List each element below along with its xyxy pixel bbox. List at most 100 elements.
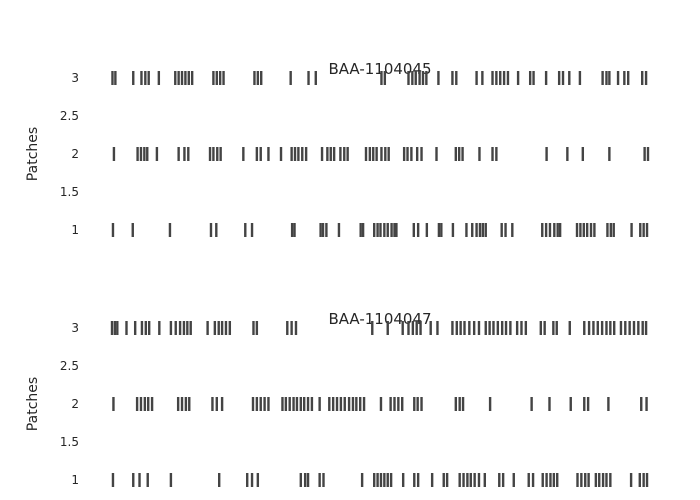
event-mark bbox=[583, 397, 586, 411]
event-mark bbox=[415, 321, 418, 335]
event-mark bbox=[259, 397, 262, 411]
event-mark bbox=[242, 147, 245, 161]
event-mark bbox=[252, 321, 255, 335]
event-mark bbox=[292, 397, 295, 411]
event-mark bbox=[150, 397, 154, 411]
event-mark bbox=[347, 397, 351, 411]
event-mark bbox=[379, 473, 383, 487]
event-mark bbox=[589, 223, 593, 237]
event-mark bbox=[302, 397, 306, 411]
event-mark bbox=[642, 473, 645, 487]
event-mark bbox=[284, 397, 288, 411]
event-mark bbox=[111, 223, 115, 237]
event-mark bbox=[481, 71, 484, 85]
event-mark bbox=[390, 223, 393, 237]
y-tick-label: 1 bbox=[71, 473, 79, 487]
event-mark bbox=[478, 223, 482, 237]
event-mark bbox=[143, 397, 147, 411]
event-mark bbox=[583, 321, 586, 335]
event-mark bbox=[217, 321, 220, 335]
event-mark bbox=[383, 71, 387, 85]
event-mark bbox=[429, 321, 432, 335]
event-mark bbox=[454, 397, 458, 411]
event-mark bbox=[383, 473, 386, 487]
event-mark bbox=[420, 397, 423, 411]
event-mark bbox=[645, 473, 649, 487]
event-mark bbox=[557, 71, 561, 85]
event-mark bbox=[628, 321, 631, 335]
event-mark bbox=[465, 223, 468, 237]
event-mark bbox=[605, 473, 608, 487]
event-mark bbox=[256, 71, 260, 85]
event-mark bbox=[587, 321, 591, 335]
event-mark bbox=[440, 223, 443, 237]
event-mark bbox=[502, 71, 506, 85]
event-mark bbox=[528, 71, 532, 85]
event-mark bbox=[213, 321, 217, 335]
event-mark bbox=[543, 321, 546, 335]
event-mark bbox=[306, 397, 310, 411]
event-mark bbox=[267, 397, 270, 411]
event-mark bbox=[303, 473, 307, 487]
event-mark bbox=[544, 223, 548, 237]
event-mark bbox=[645, 223, 649, 237]
event-mark bbox=[466, 473, 469, 487]
event-mark bbox=[419, 321, 422, 335]
event-mark bbox=[401, 473, 405, 487]
event-mark bbox=[389, 473, 393, 487]
event-mark bbox=[361, 223, 365, 237]
event-mark bbox=[174, 71, 177, 85]
event-mark bbox=[222, 71, 225, 85]
event-mark bbox=[548, 223, 552, 237]
event-mark bbox=[548, 397, 551, 411]
event-mark bbox=[184, 397, 188, 411]
event-mark bbox=[530, 397, 533, 411]
event-mark bbox=[568, 71, 571, 85]
event-mark bbox=[387, 147, 390, 161]
event-mark bbox=[371, 321, 374, 335]
event-mark bbox=[244, 223, 247, 237]
event-mark bbox=[299, 473, 303, 487]
event-mark bbox=[250, 473, 254, 487]
event-mark bbox=[373, 223, 376, 237]
event-mark bbox=[368, 147, 372, 161]
event-mark bbox=[623, 71, 626, 85]
event-mark bbox=[471, 223, 474, 237]
event-mark bbox=[484, 321, 487, 335]
event-mark bbox=[186, 321, 189, 335]
event-mark bbox=[328, 397, 331, 411]
event-mark bbox=[220, 397, 224, 411]
event-mark bbox=[624, 321, 627, 335]
event-mark bbox=[140, 321, 144, 335]
event-mark bbox=[478, 147, 481, 161]
event-mark bbox=[483, 473, 486, 487]
event-mark bbox=[260, 71, 263, 85]
event-mark bbox=[211, 397, 214, 411]
event-mark bbox=[592, 321, 595, 335]
event-mark bbox=[255, 321, 259, 335]
event-mark bbox=[581, 147, 585, 161]
y-axis-label: Patches bbox=[25, 377, 41, 431]
event-mark bbox=[297, 147, 300, 161]
event-mark bbox=[578, 71, 582, 85]
event-mark bbox=[475, 71, 478, 85]
event-mark bbox=[112, 147, 116, 161]
event-mark bbox=[246, 473, 249, 487]
event-mark bbox=[112, 397, 115, 411]
y-tick-label: 3 bbox=[71, 71, 79, 85]
event-mark bbox=[147, 321, 151, 335]
event-mark bbox=[643, 147, 646, 161]
event-mark bbox=[531, 473, 535, 487]
event-mark bbox=[442, 473, 445, 487]
y-tick-label: 2.5 bbox=[60, 359, 79, 373]
event-mark bbox=[157, 71, 161, 85]
event-mark bbox=[251, 397, 255, 411]
event-mark bbox=[289, 71, 292, 85]
event-mark bbox=[457, 147, 461, 161]
event-mark bbox=[146, 147, 149, 161]
event-mark bbox=[612, 223, 615, 237]
event-mark bbox=[111, 473, 115, 487]
event-mark bbox=[267, 147, 270, 161]
event-mark bbox=[469, 473, 472, 487]
event-mark bbox=[379, 223, 382, 237]
